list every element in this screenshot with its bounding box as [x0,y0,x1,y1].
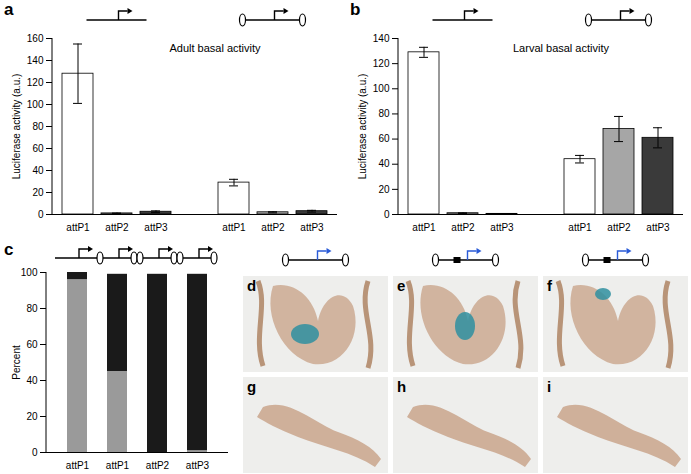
svg-text:60: 60 [26,339,38,350]
svg-text:120: 120 [27,77,44,88]
svg-text:100: 100 [21,267,38,278]
svg-text:80: 80 [26,303,38,314]
svg-text:40: 40 [26,375,38,386]
svg-text:140: 140 [27,55,44,66]
svg-text:20: 20 [26,411,38,422]
html-text:b: b [350,0,361,19]
svg-text:h: h [397,378,406,395]
svg-text:Luciferase activity (a.u.): Luciferase activity (a.u.) [11,74,22,180]
svg-text:attP2: attP2 [105,222,129,233]
svg-text:attP1: attP1 [412,222,436,233]
svg-text:60: 60 [378,133,390,144]
svg-text:attP1: attP1 [106,460,130,471]
svg-text:60: 60 [32,143,44,154]
svg-text:attP3: attP3 [144,222,168,233]
svg-text:e: e [397,277,405,294]
svg-text:attP1: attP1 [568,222,592,233]
svg-text:attP1: attP1 [66,460,90,471]
svg-text:40: 40 [32,165,44,176]
svg-text:attP3: attP3 [186,460,210,471]
html-text:a: a [4,0,14,19]
svg-text:Adult basal activity: Adult basal activity [169,42,261,54]
svg-text:i: i [547,378,551,395]
svg-text:g: g [247,378,256,395]
svg-text:attP3: attP3 [646,222,670,233]
svg-text:attP2: attP2 [607,222,631,233]
svg-text:120: 120 [373,58,390,69]
svg-text:Percent: Percent [11,345,22,380]
svg-text:80: 80 [32,121,44,132]
html-text:c: c [4,240,14,259]
svg-text:100: 100 [27,99,44,110]
svg-text:20: 20 [32,187,44,198]
svg-text:attP1: attP1 [222,222,246,233]
svg-text:140: 140 [373,33,390,44]
svg-text:attP1: attP1 [66,222,90,233]
svg-text:40: 40 [378,158,390,169]
svg-text:100: 100 [373,83,390,94]
svg-text:0: 0 [384,209,390,220]
svg-text:attP2: attP2 [261,222,285,233]
svg-text:0: 0 [38,209,44,220]
svg-text:attP3: attP3 [490,222,514,233]
svg-text:attP2: attP2 [146,460,170,471]
svg-text:attP2: attP2 [451,222,475,233]
svg-text:f: f [547,277,553,294]
svg-text:attP3: attP3 [300,222,324,233]
svg-text:20: 20 [378,184,390,195]
svg-text:80: 80 [378,108,390,119]
svg-text:Luciferase activity (a.u.): Luciferase activity (a.u.) [357,74,368,180]
svg-text:d: d [247,277,256,294]
svg-text:0: 0 [32,447,38,458]
svg-text:160: 160 [27,33,44,44]
svg-text:Larval basal activity: Larval basal activity [513,42,609,54]
